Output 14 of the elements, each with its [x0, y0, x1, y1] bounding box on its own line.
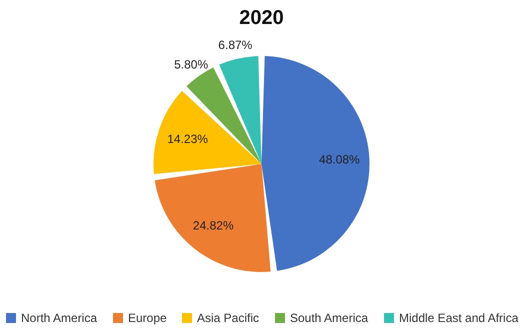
data-label: 48.08% — [319, 152, 360, 167]
pie-slice — [219, 56, 262, 164]
legend-label: Asia Pacific — [197, 311, 260, 325]
chart-title: 2020 — [239, 7, 284, 29]
data-label: 5.80% — [174, 57, 208, 72]
pie-slice — [154, 164, 271, 272]
legend-label: South America — [290, 311, 368, 325]
pie-slice — [262, 56, 370, 271]
data-label: 6.87% — [218, 38, 253, 52]
legend-label: Middle East and Africa — [399, 311, 519, 325]
legend-label: Europe — [128, 311, 168, 325]
data-label: 24.82% — [192, 218, 234, 232]
legend-label: North America — [21, 311, 98, 325]
data-label: 14.23% — [167, 132, 208, 146]
